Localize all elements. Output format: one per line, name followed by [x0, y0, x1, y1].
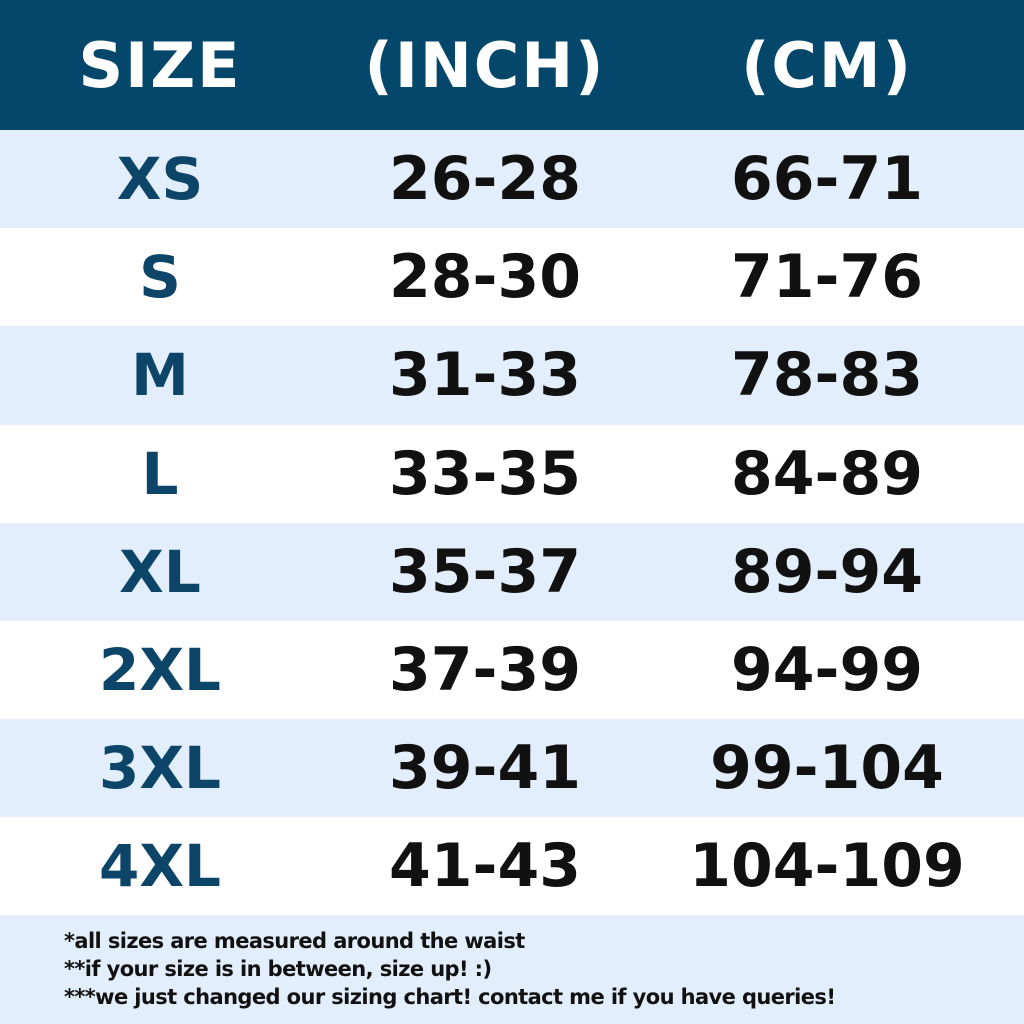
size-cell: S	[139, 243, 181, 312]
cm-cell: 99-104	[710, 733, 944, 804]
inch-cell: 33-35	[389, 438, 581, 509]
table-row: L 33-35 84-89	[0, 425, 1024, 523]
table-row: 3XL 39-41 99-104	[0, 719, 1024, 818]
cm-cell: 94-99	[731, 635, 923, 706]
table-header: SIZE (INCH) (CM)	[0, 0, 1024, 130]
cm-cell: 84-89	[731, 438, 923, 509]
inch-cell: 41-43	[389, 831, 581, 902]
inch-cell: 31-33	[389, 340, 581, 411]
size-cell: 2XL	[98, 636, 222, 705]
cm-cell: 89-94	[731, 536, 923, 607]
table-row: XL 35-37 89-94	[0, 522, 1024, 621]
cm-cell: 78-83	[731, 340, 923, 411]
inch-cell: 26-28	[389, 144, 581, 215]
table-row: 4XL 41-43 104-109	[0, 817, 1024, 915]
table-row: XS 26-28 66-71	[0, 130, 1024, 229]
cm-cell: 71-76	[731, 242, 923, 313]
size-cell: XS	[116, 145, 204, 214]
table-row: M 31-33 78-83	[0, 326, 1024, 425]
inch-cell: 39-41	[389, 733, 581, 804]
note: ***we just changed our sizing chart! con…	[64, 985, 836, 1009]
table-row: S 28-30 71-76	[0, 228, 1024, 326]
header-cm: (CM)	[741, 28, 913, 102]
size-cell: M	[131, 341, 189, 410]
header-inch: (INCH)	[364, 28, 606, 102]
size-chart-table: SIZE (INCH) (CM) XS 26-28 66-71 S 28-30 71-76…	[0, 0, 1024, 915]
size-cell: 4XL	[98, 832, 222, 901]
size-cell: 3XL	[98, 734, 222, 803]
size-cell: L	[141, 439, 179, 508]
inch-cell: 28-30	[389, 242, 581, 313]
footer-notes: *all sizes are measured around the waist…	[0, 915, 1024, 1024]
inch-cell: 35-37	[389, 536, 581, 607]
size-cell: XL	[119, 537, 201, 606]
cm-cell: 104-109	[689, 831, 965, 902]
inch-cell: 37-39	[389, 635, 581, 706]
header-size: SIZE	[78, 28, 242, 102]
note: *all sizes are measured around the waist	[64, 929, 525, 953]
table-row: 2XL 37-39 94-99	[0, 621, 1024, 719]
cm-cell: 66-71	[731, 144, 923, 215]
note: **if your size is in between, size up! :…	[64, 957, 492, 981]
